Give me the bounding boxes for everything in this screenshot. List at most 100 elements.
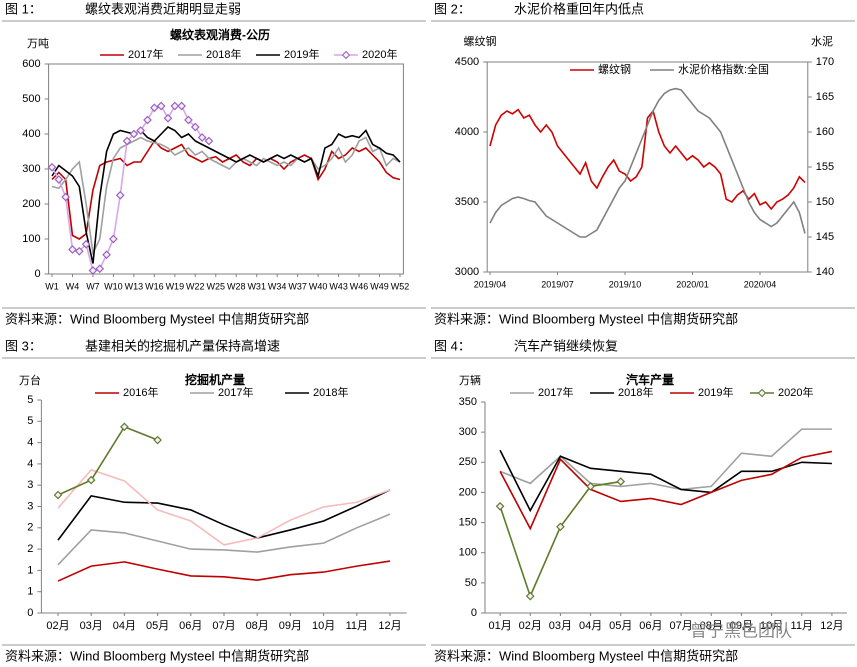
series-line <box>489 108 806 211</box>
y-tick-label: 2 <box>27 543 33 555</box>
x-tick-label: 05月 <box>146 620 169 632</box>
legend-label: 2020年 <box>362 47 397 61</box>
x-tick-label: 06月 <box>639 620 662 632</box>
data-point <box>54 175 64 184</box>
x-tick-label: 08月 <box>700 620 723 632</box>
series-line <box>499 480 621 599</box>
x-tick-label: 10月 <box>312 620 335 632</box>
y-tick-label: 350 <box>459 396 477 408</box>
legend-label: 2017年 <box>218 385 253 399</box>
data-point <box>53 490 63 500</box>
x-tick-label: 09月 <box>279 620 302 632</box>
x-tick-label: 08月 <box>246 620 269 632</box>
y-tick-label: 150 <box>816 196 834 208</box>
x-tick-label: 02月 <box>46 620 69 632</box>
y-tick-label: 0 <box>34 268 40 280</box>
source-note: 资料来源：Wind Bloomberg Mysteel 中信期货研究部 <box>434 648 738 663</box>
y-axis-label: 万吨 <box>27 37 49 50</box>
x-tick-label: W13 <box>125 281 144 291</box>
data-point <box>129 129 139 139</box>
y2-axis-label: 水泥 <box>811 35 833 48</box>
y-tick-label: 170 <box>816 56 834 68</box>
legend-label: 2017年 <box>538 385 573 399</box>
x-tick-label: W31 <box>247 281 266 291</box>
y-tick-label: 2 <box>27 522 33 534</box>
legend-label: 2019年 <box>698 385 733 399</box>
data-point <box>204 136 214 146</box>
x-tick-label: W4 <box>66 281 80 291</box>
x-tick-label: 2020/04 <box>744 279 777 289</box>
source-note: 资料来源：Wind Bloomberg Mysteel 中信期货研究部 <box>434 311 738 326</box>
series-line <box>57 513 391 566</box>
y-tick-label: 145 <box>816 231 834 243</box>
x-tick-label: W1 <box>45 281 59 291</box>
y-tick-label: 1 <box>27 586 33 598</box>
y-tick-label: 5 <box>27 394 33 406</box>
data-point <box>74 246 84 256</box>
y-tick-label: 160 <box>816 126 834 138</box>
series-line <box>499 449 832 513</box>
x-tick-label: 01月 <box>488 620 511 632</box>
series-line <box>489 87 806 238</box>
x-tick-label: W40 <box>309 281 328 291</box>
x-tick-label: W46 <box>350 281 369 291</box>
figure-label: 图 1： <box>5 1 42 16</box>
figure-label: 图 3： <box>5 338 42 353</box>
data-point <box>102 250 111 260</box>
figure-caption: 基建相关的挖掘机产量保持高增速 <box>85 338 280 353</box>
x-tick-label: 2019/07 <box>541 279 574 289</box>
y-tick-label: 4500 <box>455 56 479 68</box>
data-point <box>47 162 57 172</box>
x-tick-label: 07月 <box>669 620 692 632</box>
x-tick-label: W49 <box>370 281 389 291</box>
data-point <box>115 190 125 200</box>
data-point <box>136 126 146 135</box>
data-point <box>184 115 193 125</box>
series-line <box>57 560 391 582</box>
figure-caption: 水泥价格重回年内低点 <box>514 1 644 16</box>
legend-label: 水泥价格指数:全国 <box>678 62 769 76</box>
y-tick-label: 3500 <box>455 196 479 208</box>
x-tick-label: 2020/01 <box>676 279 709 289</box>
y-tick-label: 300 <box>459 426 477 438</box>
data-point <box>177 101 186 111</box>
x-tick-label: 03月 <box>80 620 103 632</box>
y-tick-label: 100 <box>22 233 40 245</box>
legend-marker <box>341 50 351 60</box>
figure-caption: 汽车产销继续恢复 <box>514 338 618 353</box>
y-axis-label: 螺纹钢 <box>464 34 497 48</box>
y-tick-label: 4 <box>27 458 33 470</box>
legend-label: 螺纹钢 <box>598 62 631 76</box>
y-tick-label: 600 <box>22 58 40 70</box>
plot-frame <box>486 61 809 273</box>
source-note: 资料来源：Wind Bloomberg Mysteel 中信期货研究部 <box>5 648 309 663</box>
y-tick-label: 500 <box>22 93 40 105</box>
x-tick-label: W37 <box>288 281 307 291</box>
y-tick-label: 5 <box>27 415 33 427</box>
data-point <box>163 113 173 123</box>
x-tick-label: 02月 <box>519 620 542 632</box>
data-point <box>190 122 200 132</box>
legend-label: 2018年 <box>206 47 241 61</box>
y-tick-label: 3 <box>27 479 33 491</box>
data-point <box>109 234 118 244</box>
y-tick-label: 300 <box>22 163 40 175</box>
source-note: 资料来源：Wind Bloomberg Mysteel 中信期货研究部 <box>5 311 309 326</box>
y-tick-label: 140 <box>816 266 834 278</box>
legend-marker <box>757 388 767 398</box>
data-point <box>153 435 162 445</box>
x-tick-label: 07月 <box>212 620 235 632</box>
series-line <box>57 468 391 546</box>
x-tick-label: W28 <box>227 281 246 291</box>
x-tick-label: 09月 <box>730 620 753 632</box>
series-line <box>51 126 401 264</box>
y-tick-label: 155 <box>816 161 834 173</box>
x-tick-label: 2019/04 <box>474 279 507 289</box>
data-point <box>495 501 505 511</box>
x-tick-label: 04月 <box>113 620 136 632</box>
watermark: 曾宁黑色团队 <box>690 621 792 640</box>
legend-label: 2016年 <box>123 385 158 399</box>
x-tick-label: W7 <box>86 281 100 291</box>
data-point <box>88 266 98 275</box>
figure-label: 图 2： <box>434 1 471 16</box>
